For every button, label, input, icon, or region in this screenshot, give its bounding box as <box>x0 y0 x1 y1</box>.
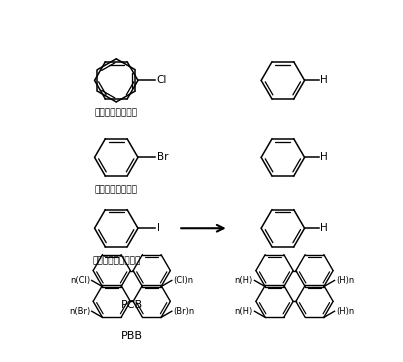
Text: 芳香族有機ヨウ化物: 芳香族有機ヨウ化物 <box>92 256 140 265</box>
Text: H: H <box>320 223 328 233</box>
Text: 芳香族有機塗化物: 芳香族有機塗化物 <box>95 108 138 117</box>
Text: (H)n: (H)n <box>336 307 354 316</box>
Text: n(Cl): n(Cl) <box>70 276 90 285</box>
Text: H: H <box>320 75 328 85</box>
Text: (Br)n: (Br)n <box>173 307 195 316</box>
Text: n(Br): n(Br) <box>69 307 90 316</box>
Text: I: I <box>156 223 160 233</box>
Text: n(H): n(H) <box>235 276 253 285</box>
Text: PBB: PBB <box>121 331 143 341</box>
Text: n(H): n(H) <box>235 307 253 316</box>
Text: Br: Br <box>156 152 168 163</box>
Text: PCB: PCB <box>120 300 143 310</box>
Text: 芳香族有機臭化物: 芳香族有機臭化物 <box>95 185 138 194</box>
Text: H: H <box>320 152 328 163</box>
Text: Cl: Cl <box>156 75 167 85</box>
Text: (Cl)n: (Cl)n <box>173 276 193 285</box>
Text: (H)n: (H)n <box>336 276 354 285</box>
